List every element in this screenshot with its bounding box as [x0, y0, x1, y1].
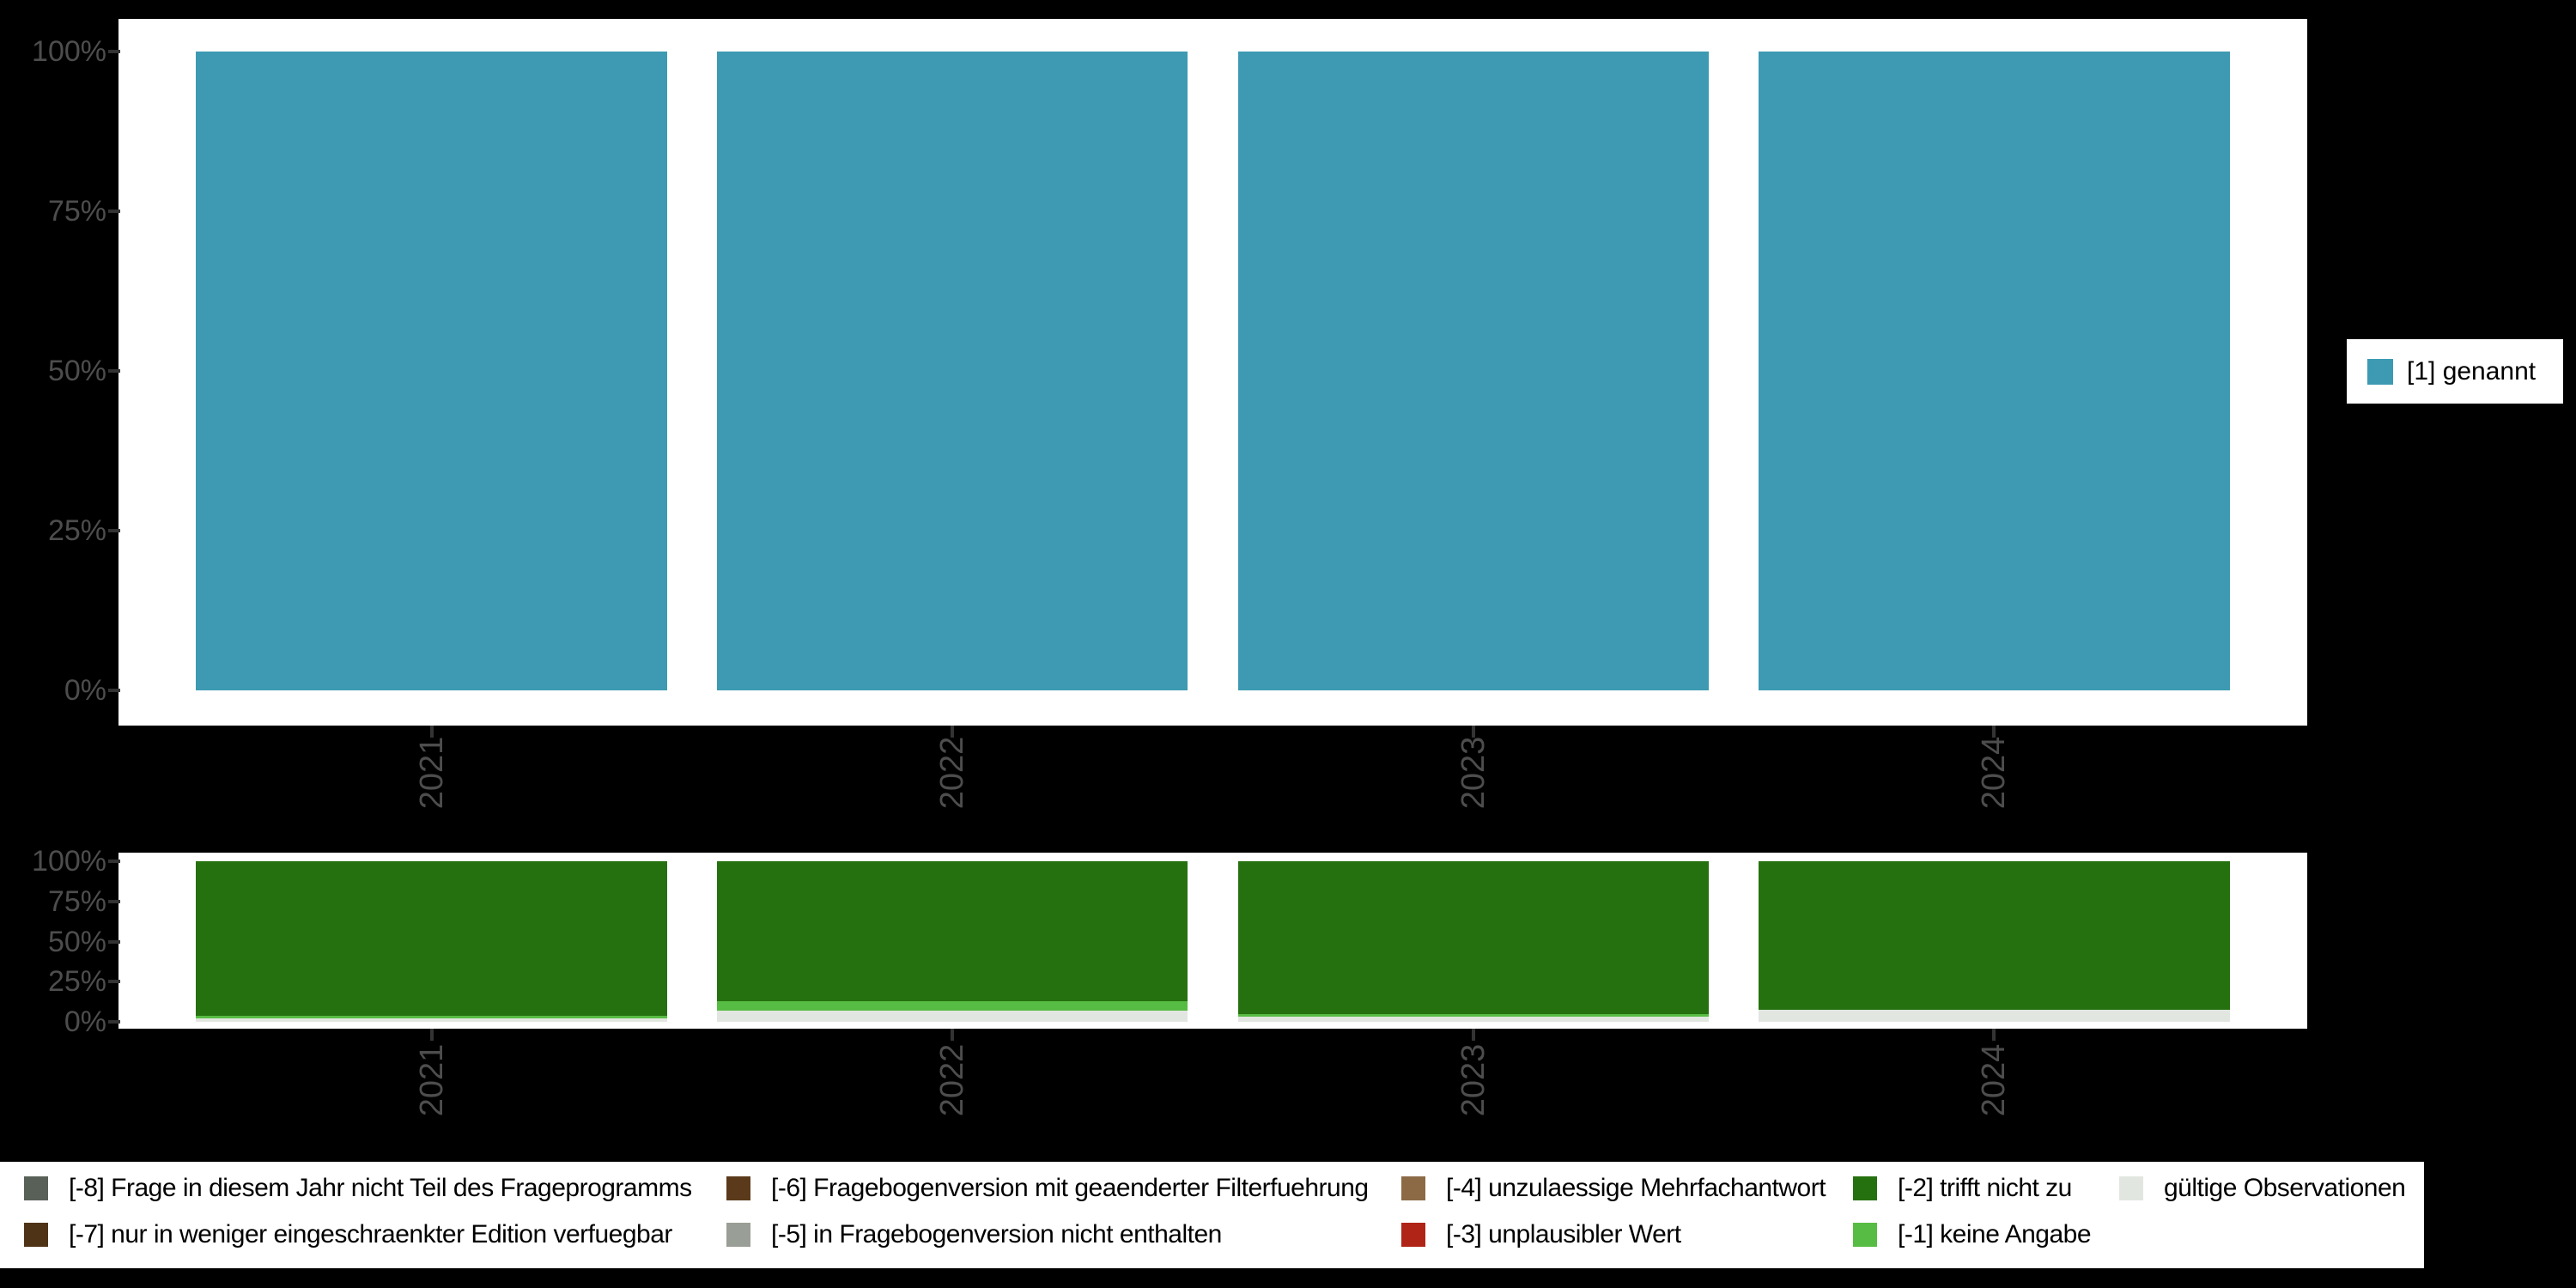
x-axis-tick — [1471, 1029, 1475, 1041]
bar-segment-2023 — [1237, 52, 1709, 690]
bar-segment-2024 — [1759, 861, 2230, 1011]
x-axis-tick — [1992, 726, 1996, 738]
x-axis-year-label: 2022 — [934, 1043, 971, 1117]
x-axis-year-label: 2023 — [1455, 1043, 1492, 1117]
y-axis-label: 100% — [32, 35, 106, 68]
y-axis-label: 50% — [47, 355, 106, 387]
y-axis-tick — [108, 1020, 120, 1024]
legend-item: [-5] in Fragebogenversion nicht enthalte… — [726, 1213, 1369, 1256]
legend-item: [-7] nur in weniger eingeschraenkter Edi… — [24, 1213, 692, 1256]
x-axis-tick — [429, 726, 434, 738]
y-axis-label: 0% — [64, 1005, 106, 1038]
legend-swatch — [726, 1223, 750, 1247]
legend-item: [-6] Fragebogenversion mit geaenderter F… — [726, 1167, 1369, 1210]
missing-codes-legend: [-8] Frage in diesem Jahr nicht Teil des… — [0, 1162, 2424, 1268]
legend-column: gültige Observationen — [2119, 1162, 2406, 1268]
legend-column: [-8] Frage in diesem Jahr nicht Teil des… — [24, 1162, 692, 1268]
bar-segment-2021 — [196, 1016, 667, 1019]
x-axis-tick — [1471, 726, 1475, 738]
y-axis-label: 50% — [47, 925, 106, 958]
legend-swatch — [1401, 1176, 1425, 1200]
bar-segment-2024 — [1759, 52, 2230, 690]
y-axis-label: 75% — [47, 884, 106, 918]
y-axis-label: 100% — [32, 845, 106, 878]
y-axis-tick — [108, 369, 120, 373]
bar-segment-2021 — [196, 861, 667, 1017]
x-axis-year-label: 2024 — [1976, 736, 2013, 810]
legend-item: [-3] unplausibler Wert — [1401, 1213, 1826, 1256]
legend-label: [-7] nur in weniger eingeschraenkter Edi… — [69, 1220, 672, 1249]
y-axis-label: 75% — [47, 195, 106, 228]
y-axis-tick — [108, 529, 120, 532]
legend-swatch — [1401, 1223, 1425, 1247]
bar-segment-2022 — [717, 1011, 1188, 1022]
legend-label: [-8] Frage in diesem Jahr nicht Teil des… — [69, 1174, 692, 1202]
legend-label: [-5] in Fragebogenversion nicht enthalte… — [771, 1220, 1222, 1249]
bar-segment-2023 — [1237, 861, 1709, 1015]
legend-column: [-2] trifft nicht zu [-1] keine Angabe — [1853, 1162, 2092, 1268]
legend-column: [-6] Fragebogenversion mit geaenderter F… — [726, 1162, 1369, 1268]
y-axis-label: 25% — [47, 514, 106, 547]
x-axis-year-label: 2021 — [413, 1043, 450, 1117]
legend-item: [-1] keine Angabe — [1853, 1213, 2092, 1256]
y-axis-tick — [108, 860, 120, 863]
top-chart-legend: [1] genannt — [2347, 339, 2563, 404]
y-axis-tick — [108, 210, 120, 213]
y-axis-label: 0% — [64, 674, 106, 707]
bar-segment-2022 — [717, 861, 1188, 1002]
bottom-chart-panel — [118, 853, 2307, 1029]
y-axis-tick — [108, 939, 120, 944]
x-axis-tick — [951, 1029, 955, 1041]
legend-item: [-4] unzulaessige Mehrfachantwort — [1401, 1167, 1826, 1210]
y-axis-tick — [108, 689, 120, 692]
x-axis-tick — [951, 726, 955, 738]
legend-label: [-3] unplausibler Wert — [1446, 1220, 1681, 1249]
bar-segment-2023 — [1237, 1017, 1709, 1022]
bar-segment-2024 — [1759, 1010, 2230, 1022]
legend-column: [-4] unzulaessige Mehrfachantwort [-3] un… — [1401, 1162, 1826, 1268]
y-axis-tick — [108, 980, 120, 984]
x-axis-tick — [429, 1029, 434, 1041]
bar-segment-2021 — [196, 52, 667, 690]
genannt-legend-swatch — [2367, 358, 2393, 385]
legend-swatch — [726, 1176, 750, 1200]
x-axis-year-label: 2021 — [413, 736, 450, 810]
bar-segment-2022 — [717, 1001, 1188, 1012]
x-axis-year-label: 2022 — [934, 736, 971, 810]
y-axis-label: 25% — [47, 965, 106, 999]
legend-label: [-4] unzulaessige Mehrfachantwort — [1446, 1174, 1826, 1202]
bar-segment-2022 — [717, 52, 1188, 690]
legend-item: [-2] trifft nicht zu — [1853, 1167, 2091, 1210]
legend-swatch — [1853, 1176, 1877, 1200]
legend-label: [-2] trifft nicht zu — [1898, 1174, 2072, 1202]
legend-item: [-8] Frage in diesem Jahr nicht Teil des… — [24, 1167, 692, 1210]
legend-label: [-6] Fragebogenversion mit geaenderter F… — [771, 1174, 1369, 1202]
bar-segment-2021 — [196, 1018, 667, 1022]
x-axis-tick — [1992, 1029, 1996, 1041]
legend-swatch — [2119, 1176, 2143, 1200]
legend-swatch — [1853, 1223, 1877, 1247]
legend-label: [-1] keine Angabe — [1898, 1220, 2092, 1249]
y-axis-tick — [108, 899, 120, 903]
legend-swatch — [24, 1223, 48, 1247]
y-axis-tick — [108, 50, 120, 53]
top-chart-panel — [118, 19, 2307, 726]
legend-item: gültige Observationen — [2119, 1167, 2406, 1210]
genannt-legend-label: [1] genannt — [2407, 356, 2537, 386]
legend-label: gültige Observationen — [2164, 1174, 2406, 1202]
bar-segment-2023 — [1237, 1014, 1709, 1017]
x-axis-year-label: 2023 — [1455, 736, 1492, 810]
legend-swatch — [24, 1176, 48, 1200]
x-axis-year-label: 2024 — [1976, 1043, 2013, 1117]
